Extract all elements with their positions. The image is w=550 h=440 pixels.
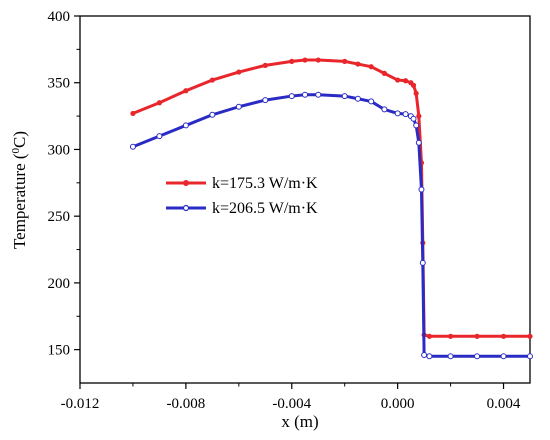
y-axis-title: Temperature (0C) [10,131,29,249]
data-point [315,91,322,98]
plot-frame [79,15,531,384]
data-point [355,61,361,67]
data-point [381,106,388,113]
data-point [413,90,419,97]
data-point [368,98,375,105]
data-point [413,122,420,129]
y-axis: 150 200 250 300 350 400 [48,9,80,359]
data-point [402,78,409,84]
series-line [132,93,530,358]
plot-border [79,15,531,384]
y-tick-label: 200 [48,276,71,292]
legend-marker-series-2 [182,204,190,212]
data-point [236,69,242,75]
x-tick-label: -0.012 [61,396,100,412]
data-point [289,58,295,64]
legend-label-series-2: k=206.5 W/m·K [212,200,318,217]
data-point [394,110,401,117]
data-point [419,259,426,266]
legend-label-series-1: k=175.3 W/m·K [212,175,318,192]
data-point [262,97,269,104]
data-point [500,333,507,339]
data-point [410,115,417,122]
data-point [341,93,348,100]
data-point [474,333,480,339]
x-axis-title: x (m) [281,412,318,431]
data-point [426,333,433,339]
data-point [474,353,481,360]
data-point [418,186,425,193]
data-point [416,113,422,119]
data-point [354,95,361,102]
x-tick-label: 0.004 [487,396,521,412]
data-point [209,111,216,118]
data-point [415,139,422,146]
data-point [426,353,433,360]
data-point [156,133,163,140]
data-point [130,110,136,117]
series-1 [130,57,533,339]
data-point [302,57,308,63]
data-point [381,70,388,76]
series-2 [129,91,533,360]
y-tick-label: 350 [48,76,71,92]
y-tick-label: 150 [48,343,71,359]
data-point [315,57,321,63]
data-point [209,77,215,83]
x-axis: -0.012 -0.008 -0.004 0.000 0.004 [61,383,521,412]
x-tick-label: -0.004 [272,396,311,412]
data-point [402,111,409,118]
data-point [447,353,454,360]
x-tick-label: -0.008 [167,396,206,412]
data-point [500,353,507,360]
data-point [129,143,136,150]
data-point [368,64,374,70]
data-point [395,77,401,83]
data-point [156,100,163,106]
series-line [132,58,530,338]
legend: k=175.3 W/m·K k=206.5 W/m·K [166,175,318,217]
x-tick-label: 0.000 [381,396,415,412]
data-point [527,353,533,360]
data-point [235,103,242,110]
data-point [342,58,348,64]
data-point [262,62,268,68]
legend-marker-series-1 [183,180,189,186]
data-point [421,351,428,358]
y-tick-label: 250 [48,209,71,225]
data-point [183,88,189,94]
data-point [288,93,295,100]
data-point [447,333,454,339]
y-tick-label: 400 [48,9,71,25]
data-point [302,91,308,98]
data-point [527,333,533,339]
y-tick-label: 300 [48,142,71,158]
data-point [182,122,189,129]
series-layer [129,57,533,360]
data-point [410,82,417,88]
